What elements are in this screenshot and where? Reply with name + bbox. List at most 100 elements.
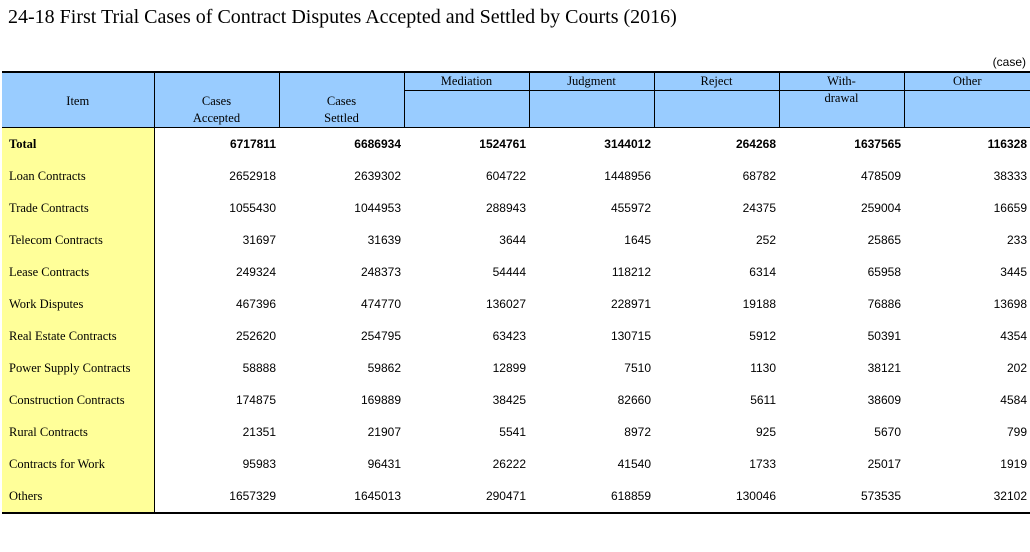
- cell-settled: 248373: [360, 265, 401, 279]
- cell-withdrawal: 573535: [860, 489, 901, 503]
- cell-other: 13698: [993, 297, 1027, 311]
- cell-settled: 474770: [360, 297, 401, 311]
- header-withdrawal: With- drawal: [778, 72, 904, 128]
- cell-other: 233: [1006, 233, 1027, 247]
- header-judgment: Judgment: [528, 72, 654, 128]
- header-settled-line1: Cases: [326, 94, 357, 108]
- row-item-label: Others: [2, 480, 155, 513]
- table-row: Power Supply Contracts 58888 59862 12899 751…: [2, 352, 1030, 384]
- cell-judgment: 82660: [617, 393, 651, 407]
- header-reject-label: Reject: [700, 74, 733, 88]
- cell-reject: 925: [755, 425, 776, 439]
- cell-settled: 6686934: [354, 137, 401, 151]
- cell-withdrawal: 478509: [860, 169, 901, 183]
- cell-mediation: 38425: [492, 393, 526, 407]
- table-row: Construction Contracts 174875 169889 38425 8…: [2, 384, 1030, 416]
- cell-mediation: 3644: [499, 233, 526, 247]
- cell-accepted: 1657329: [229, 489, 276, 503]
- table-row: Loan Contracts 2652918 2639302 604722 144895…: [2, 160, 1030, 192]
- cell-withdrawal: 25865: [867, 233, 901, 247]
- cell-settled: 169889: [360, 393, 401, 407]
- header-withdrawal-line1: With-: [827, 74, 856, 88]
- unit-label: (case): [992, 55, 1026, 69]
- header-judgment-label: Judgment: [567, 74, 616, 88]
- cell-withdrawal: 50391: [867, 329, 901, 343]
- table-row: Contracts for Work 95983 96431 26222 41540 17…: [2, 448, 1030, 480]
- cell-judgment: 1448956: [604, 169, 651, 183]
- cell-mediation: 63423: [492, 329, 526, 343]
- cell-judgment: 8972: [624, 425, 651, 439]
- header-other-label: Other: [953, 74, 982, 88]
- header-other: Other: [903, 72, 1030, 128]
- total-row: Total 6717811 6686934 1524761 3144012 264268 1…: [2, 127, 1030, 160]
- cell-accepted: 174875: [235, 393, 276, 407]
- cell-reject: 24375: [742, 201, 776, 215]
- page-title: 24-18 First Trial Cases of Contract Disp…: [8, 6, 677, 28]
- cell-settled: 254795: [360, 329, 401, 343]
- cell-mediation: 26222: [492, 457, 526, 471]
- cell-reject: 68782: [742, 169, 776, 183]
- cell-other: 202: [1006, 361, 1027, 375]
- cell-judgment: 7510: [624, 361, 651, 375]
- row-item-label: Lease Contracts: [2, 256, 155, 288]
- row-item-label: Contracts for Work: [2, 448, 155, 480]
- cell-reject: 1130: [750, 361, 776, 375]
- cell-other: 1919: [1000, 457, 1027, 471]
- table-row: Real Estate Contracts 252620 254795 63423 13…: [2, 320, 1030, 352]
- cell-mediation: 136027: [485, 297, 526, 311]
- cell-withdrawal: 38121: [867, 361, 901, 375]
- cell-reject: 5611: [750, 393, 776, 407]
- table-row: Work Disputes 467396 474770 136027 228971 191…: [2, 288, 1030, 320]
- cell-accepted: 2652918: [229, 169, 276, 183]
- cell-reject: 264268: [735, 137, 776, 151]
- cell-withdrawal: 76886: [867, 297, 901, 311]
- cell-accepted: 252620: [235, 329, 276, 343]
- cell-settled: 2639302: [354, 169, 401, 183]
- cell-other: 4584: [1000, 393, 1027, 407]
- row-item-label: Rural Contracts: [2, 416, 155, 448]
- cell-accepted: 249324: [235, 265, 276, 279]
- cell-judgment: 130715: [610, 329, 651, 343]
- header-mediation-label: Mediation: [440, 74, 493, 88]
- cell-mediation: 604722: [485, 169, 526, 183]
- cell-accepted: 21351: [242, 425, 276, 439]
- cell-other: 16659: [993, 201, 1027, 215]
- header-reject: Reject: [653, 72, 779, 128]
- table-row: Lease Contracts 249324 248373 54444 118212 63…: [2, 256, 1030, 288]
- row-item-label: Power Supply Contracts: [2, 352, 155, 384]
- cell-other: 32102: [993, 489, 1027, 503]
- cell-withdrawal: 1637565: [854, 137, 901, 151]
- row-item-label: Total: [2, 127, 155, 160]
- cell-withdrawal: 259004: [860, 201, 901, 215]
- row-item-label: Loan Contracts: [2, 160, 155, 192]
- table-row: Trade Contracts 1055430 1044953 288943 45597…: [2, 192, 1030, 224]
- header-item-label: Item: [66, 94, 90, 108]
- table-row: Others 1657329 1645013 290471 618859 130046 57…: [2, 480, 1030, 513]
- header-accepted-line2: Accepted: [192, 111, 241, 125]
- cell-accepted: 467396: [235, 297, 276, 311]
- cell-accepted: 58888: [242, 361, 276, 375]
- cell-judgment: 228971: [610, 297, 651, 311]
- cell-reject: 130046: [735, 489, 776, 503]
- table-row: Telecom Contracts 31697 31639 3644 1645 252 25…: [2, 224, 1030, 256]
- cell-accepted: 95983: [242, 457, 276, 471]
- cell-reject: 5912: [749, 329, 776, 343]
- cell-other: 799: [1006, 425, 1027, 439]
- cell-judgment: 41540: [617, 457, 651, 471]
- cell-accepted: 6717811: [229, 137, 276, 151]
- header-item: Item: [2, 72, 154, 128]
- cell-judgment: 118212: [611, 265, 651, 279]
- cell-reject: 252: [755, 233, 776, 247]
- header-withdrawal-line2: drawal: [824, 91, 859, 105]
- cell-accepted: 1055430: [229, 201, 276, 215]
- cell-withdrawal: 5670: [874, 425, 901, 439]
- cell-other: 116328: [987, 137, 1027, 151]
- cell-mediation: 1524761: [479, 137, 526, 151]
- cell-withdrawal: 65958: [867, 265, 901, 279]
- statistics-table: Item Cases Accepted Cases Settled Mediat…: [2, 71, 1030, 514]
- header-cases-accepted: Cases Accepted: [153, 72, 279, 128]
- cell-withdrawal: 25017: [867, 457, 901, 471]
- cell-other: 4354: [1000, 329, 1027, 343]
- cell-reject: 1733: [749, 457, 776, 471]
- row-item-label: Trade Contracts: [2, 192, 155, 224]
